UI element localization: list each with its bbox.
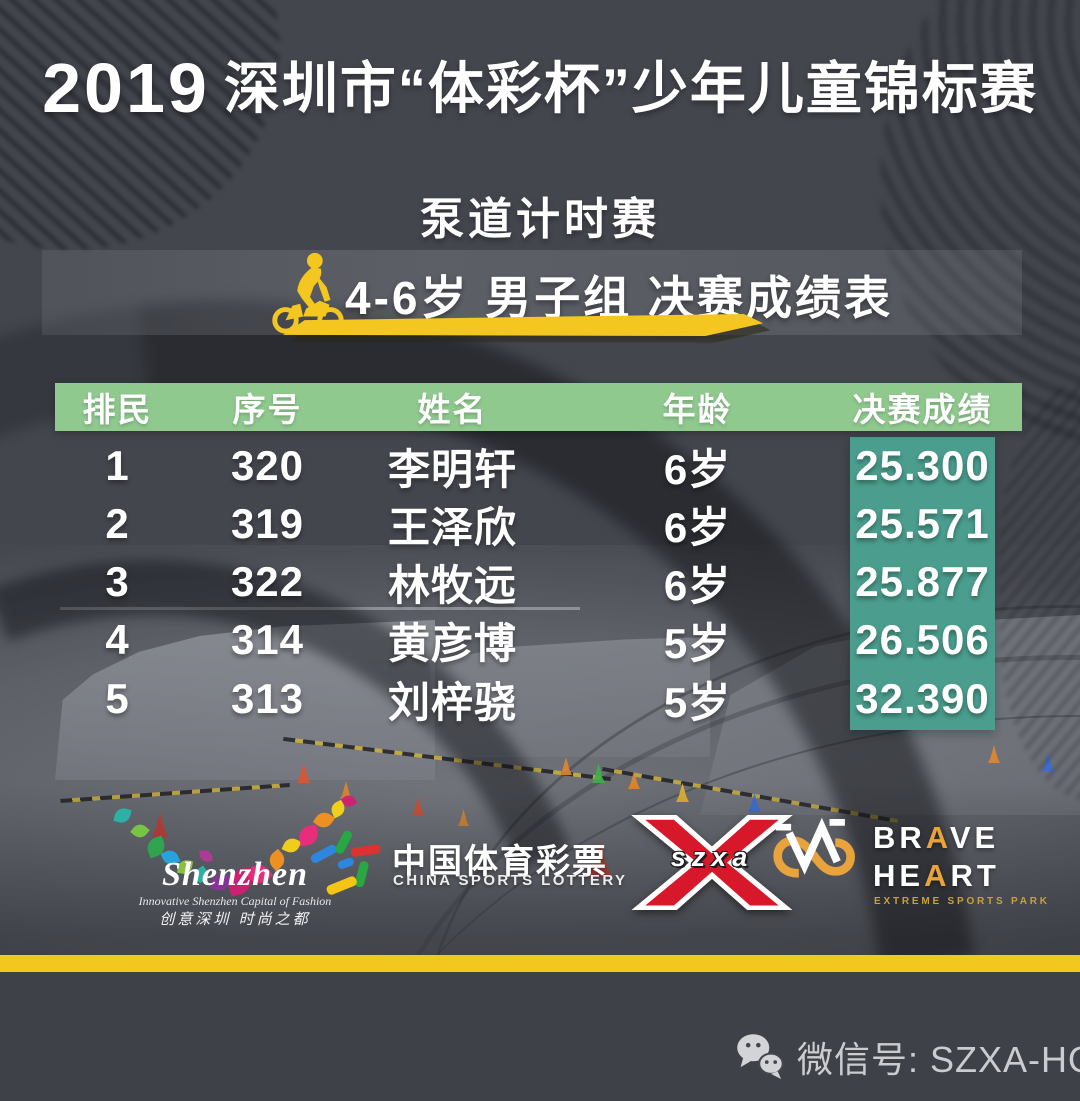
rank-value: 1	[105, 442, 130, 489]
number-value: 322	[230, 558, 305, 605]
group-banner-title: 4-6岁 男子组 决赛成绩表	[345, 272, 894, 324]
name-value: 李明轩	[387, 445, 517, 493]
age-value: 6岁	[663, 445, 732, 493]
rank-value: 5	[105, 675, 130, 722]
table-header: 排民 序号 姓名 年龄 决赛成绩	[55, 383, 1022, 431]
score-value: 32.390	[855, 675, 990, 722]
page-title: 2019 深圳市“体彩杯”少年儿童锦标赛	[0, 44, 1080, 128]
rank-value: 2	[105, 500, 130, 547]
age-value: 6岁	[663, 503, 732, 551]
score-value: 25.571	[855, 500, 990, 547]
event-subtitle: 泵道计时赛	[420, 195, 660, 244]
wechat-id-label: 微信号: SZXA-HOLDIT	[797, 1039, 1080, 1080]
table-row: 4 314 黄彦博 5岁 26.506	[55, 612, 1022, 668]
wechat-icon	[737, 1034, 784, 1079]
score-value: 25.300	[855, 442, 990, 489]
table-row: 5 313 刘梓骁 5岁 32.390	[55, 671, 1022, 727]
header-age: 年龄	[662, 391, 733, 428]
header-name: 姓名	[417, 391, 488, 428]
name-value: 刘梓骁	[387, 678, 517, 726]
score-value: 25.877	[855, 558, 990, 605]
table-row: 2 319 王泽欣 6岁 25.571	[55, 496, 1022, 552]
title-text: 深圳市“体彩杯”少年儿童锦标赛	[223, 57, 1038, 120]
name-value: 王泽欣	[387, 503, 517, 551]
name-value: 林牧远	[387, 561, 517, 609]
header-score: 决赛成绩	[852, 391, 993, 428]
age-value: 5岁	[663, 678, 732, 726]
number-value: 319	[230, 500, 305, 547]
footer-zone	[0, 972, 1080, 1101]
score-column-highlight	[850, 437, 995, 730]
header-rank: 排民	[82, 391, 153, 428]
name-value: 黄彦博	[387, 619, 517, 667]
header-number: 序号	[232, 391, 303, 428]
rank-value: 3	[105, 558, 130, 605]
number-value: 313	[230, 675, 305, 722]
title-year: 2019	[42, 49, 210, 127]
rank-value: 4	[105, 616, 130, 663]
table-row: 1 320 李明轩 6岁 25.300	[55, 438, 1022, 494]
table-row: 3 322 林牧远 6岁 25.877	[55, 554, 1022, 610]
number-value: 320	[230, 442, 305, 489]
yellow-swoosh-underline	[283, 314, 763, 336]
age-value: 5岁	[663, 619, 732, 667]
score-value: 26.506	[855, 616, 990, 663]
yellow-divider-bar	[0, 955, 1080, 972]
number-value: 314	[230, 616, 305, 663]
age-value: 6岁	[663, 561, 732, 609]
